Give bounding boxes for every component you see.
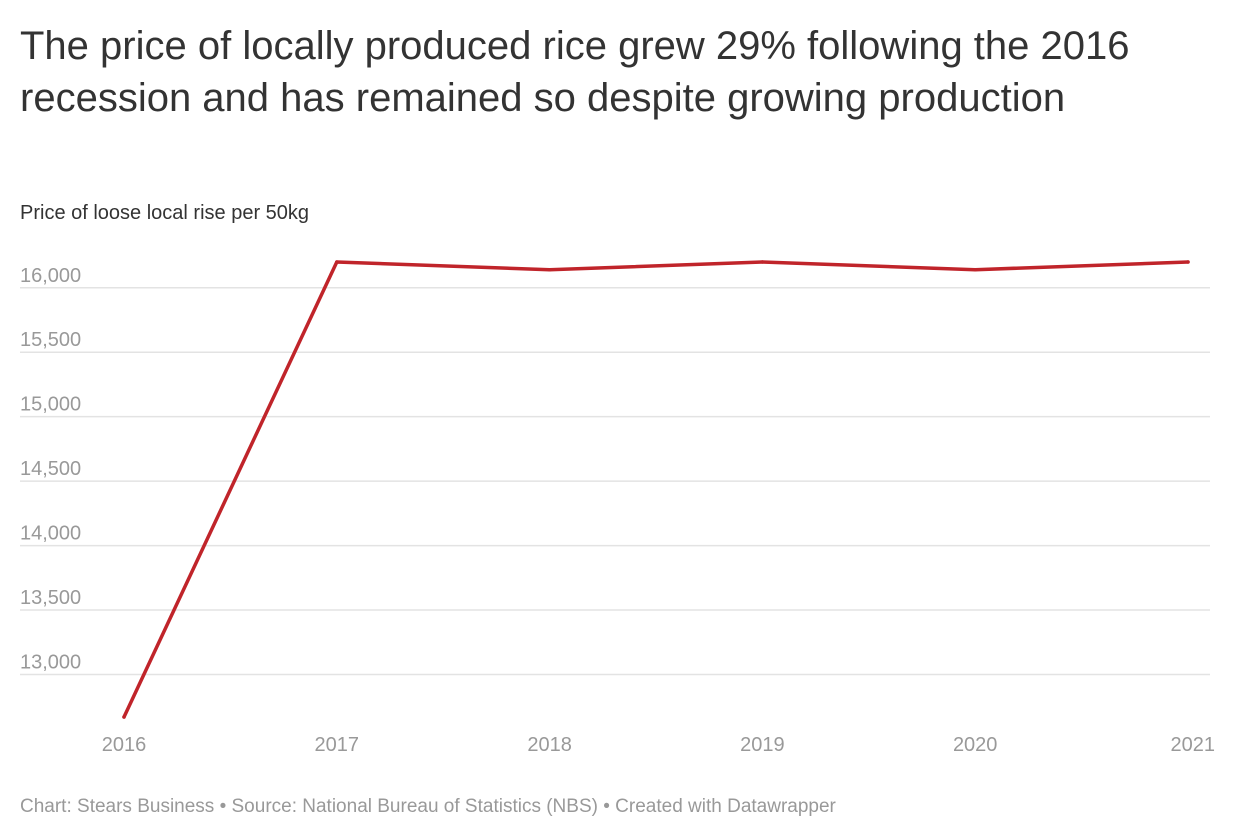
- y-tick-label: 15,500: [20, 329, 81, 351]
- data-point: [973, 267, 977, 272]
- y-tick-label: 14,000: [20, 523, 81, 545]
- data-point: [122, 715, 126, 719]
- x-tick-label: 2019: [740, 734, 785, 756]
- data-point: [760, 260, 765, 264]
- x-tick-label: 2017: [315, 734, 360, 756]
- x-tick-label: 2021: [1171, 734, 1216, 756]
- y-axis-ticks: 13,000 13,500 14,000 14,500 15,000 15,500 16,0…: [20, 265, 81, 674]
- series-layer: [122, 260, 1190, 719]
- chart-subtitle: Price of loose local rise per 50kg: [20, 202, 310, 224]
- series-line: [122, 260, 1190, 719]
- y-tick-label: 14,500: [20, 458, 81, 480]
- y-tick-label: 13,500: [20, 587, 81, 609]
- data-point: [1186, 260, 1190, 264]
- y-tick-label: 13,000: [20, 651, 81, 673]
- chart-title: The price of locally produced rice grew …: [20, 24, 1130, 120]
- data-point: [335, 260, 339, 264]
- y-tick-label: 16,000: [20, 265, 81, 287]
- gridlines: [20, 287, 1210, 676]
- x-axis-ticks: 2016 2017 2018 2019 2020 2021: [102, 734, 1215, 756]
- x-tick-label: 2020: [953, 734, 998, 756]
- x-tick-label: 2018: [527, 734, 572, 756]
- data-point: [547, 267, 552, 272]
- x-tick-label: 2016: [102, 734, 147, 756]
- chart-footer: Chart: Stears Business • Source: Nationa…: [20, 796, 836, 817]
- line-chart: 13,000 13,500 14,000 14,500 15,000 15,500 16,0…: [20, 260, 1215, 756]
- y-tick-label: 15,000: [20, 394, 81, 416]
